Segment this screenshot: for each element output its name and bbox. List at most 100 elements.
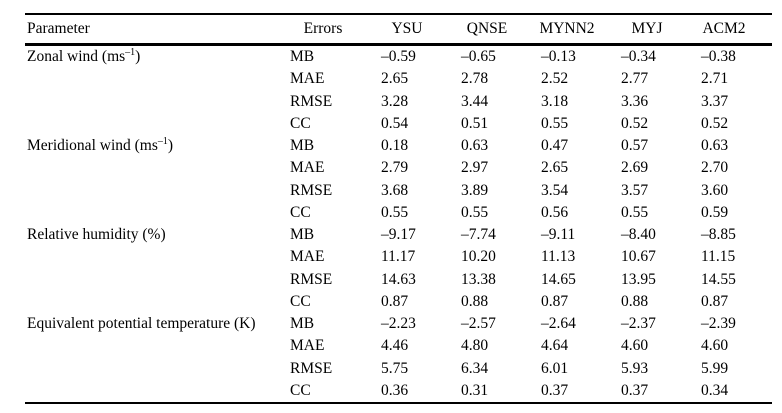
value-cell: 0.37 (541, 381, 569, 399)
value-cell: 14.63 (381, 270, 416, 288)
table-row: RMSE 5.75 6.34 6.01 5.93 5.99 (25, 358, 772, 380)
value-cell: 0.87 (701, 292, 729, 310)
value-cell: 2.69 (621, 159, 649, 177)
value-cell: 2.65 (541, 159, 569, 177)
column-header-acm2: ACM2 (702, 20, 746, 37)
table-row: RMSE 3.28 3.44 3.18 3.36 3.37 (25, 91, 772, 113)
value-cell: 3.44 (461, 92, 489, 110)
value-cell: –2.23 (381, 315, 416, 332)
value-cell: 0.57 (621, 137, 649, 154)
value-cell: –8.85 (701, 226, 736, 243)
error-metric-label: MAE (290, 248, 325, 266)
value-cell: 14.65 (541, 270, 576, 288)
parameter-label (25, 335, 290, 357)
value-cell: 2.77 (621, 70, 649, 88)
value-cell: 2.79 (381, 159, 409, 177)
value-cell: 3.28 (381, 92, 409, 110)
table-row: RMSE 3.68 3.89 3.54 3.57 3.60 (25, 180, 772, 202)
table-row: CC 0.55 0.55 0.56 0.55 0.59 (25, 202, 772, 224)
value-cell: 0.55 (621, 203, 649, 221)
error-metric-label: MB (290, 315, 315, 332)
value-cell: 2.70 (701, 159, 729, 177)
column-header-parameter: Parameter (27, 20, 90, 37)
column-header-mynn2: MYNN2 (539, 20, 595, 37)
table-body: Zonal wind (ms–1) MB –0.59 –0.65 –0.13 –0.34 –… (25, 45, 772, 403)
value-cell: 0.55 (381, 203, 409, 221)
parameter-label (25, 291, 290, 313)
table-row: CC 0.36 0.31 0.37 0.37 0.34 (25, 380, 772, 403)
table-row: RMSE 14.63 13.38 14.65 13.95 14.55 (25, 269, 772, 291)
header-row: Parameter Errors YSU QNSE MYNN2 MYJ ACM2 (25, 14, 772, 45)
value-cell: 0.51 (461, 114, 489, 132)
table-row: MAE 4.46 4.80 4.64 4.60 4.60 (25, 335, 772, 357)
value-cell: 5.75 (381, 359, 409, 377)
value-cell: 5.99 (701, 359, 729, 377)
value-cell: 4.46 (381, 337, 409, 355)
column-header-myj: MYJ (631, 20, 663, 37)
value-cell: –9.17 (381, 226, 416, 243)
value-cell: 3.37 (701, 92, 729, 110)
value-cell: –7.74 (461, 226, 496, 243)
value-cell: 0.18 (381, 137, 409, 154)
value-cell: 10.20 (461, 248, 496, 266)
value-cell: 0.63 (461, 137, 489, 154)
table-row: Relative humidity (%) MB –9.17 –7.74 –9.11 –8… (25, 224, 772, 246)
value-cell: 0.87 (381, 292, 409, 310)
value-cell: 3.89 (461, 181, 489, 199)
parameter-superscript: –1 (125, 46, 136, 58)
error-metric-label: RMSE (290, 270, 333, 288)
value-cell: 6.34 (461, 359, 489, 377)
value-cell: 0.55 (541, 114, 569, 132)
value-cell: 2.65 (381, 70, 409, 88)
value-cell: 6.01 (541, 359, 569, 377)
parameter-label (25, 358, 290, 380)
value-cell: 11.15 (701, 248, 736, 266)
error-metric-label: MB (290, 226, 315, 243)
table-row: Equivalent potential temperature (K) MB –2… (25, 313, 772, 335)
parameter-label (25, 180, 290, 202)
value-cell: 10.67 (621, 248, 656, 266)
error-metric-label: RMSE (290, 92, 333, 110)
error-metric-label: RMSE (290, 181, 333, 199)
value-cell: –0.59 (381, 48, 416, 65)
value-cell: 0.56 (541, 203, 569, 221)
table-row: MAE 2.79 2.97 2.65 2.69 2.70 (25, 157, 772, 179)
value-cell: 5.93 (621, 359, 649, 377)
value-cell: –0.34 (621, 48, 656, 65)
error-metric-label: MAE (290, 70, 325, 88)
parameter-label: Relative humidity (%) (27, 226, 166, 243)
value-cell: 0.59 (701, 203, 729, 221)
table-row: CC 0.87 0.88 0.87 0.88 0.87 (25, 291, 772, 313)
value-cell: 0.31 (461, 381, 489, 399)
value-cell: 0.54 (381, 114, 409, 132)
value-cell: 11.17 (381, 248, 416, 266)
value-cell: –2.37 (621, 315, 656, 332)
value-cell: 3.36 (621, 92, 649, 110)
value-cell: 0.52 (621, 114, 649, 132)
column-header-errors: Errors (303, 20, 343, 37)
value-cell: 4.60 (701, 337, 729, 355)
column-header-qnse: QNSE (466, 20, 508, 37)
value-cell: 0.47 (541, 137, 569, 154)
parameter-label (25, 246, 290, 268)
parameter-label (25, 157, 290, 179)
value-cell: 0.88 (621, 292, 649, 310)
parameter-label (25, 269, 290, 291)
value-cell: 0.63 (701, 137, 729, 154)
error-metric-label: MAE (290, 159, 325, 177)
table-row: MAE 2.65 2.78 2.52 2.77 2.71 (25, 68, 772, 90)
value-cell: 4.80 (461, 337, 489, 355)
table-row: Zonal wind (ms–1) MB –0.59 –0.65 –0.13 –0.34 –… (25, 45, 772, 69)
parameter-label: Meridional wind (ms–1) (27, 135, 174, 154)
value-cell: 0.34 (701, 381, 729, 399)
table-row: MAE 11.17 10.20 11.13 10.67 11.15 (25, 246, 772, 268)
value-cell: –8.40 (621, 226, 656, 243)
value-cell: –9.11 (541, 226, 576, 243)
parameter-label: Zonal wind (ms–1) (27, 46, 141, 65)
error-metric-label: RMSE (290, 359, 333, 377)
value-cell: 4.60 (621, 337, 649, 355)
value-cell: 3.68 (381, 181, 409, 199)
value-cell: 13.38 (461, 270, 496, 288)
value-cell: –2.39 (701, 315, 736, 332)
